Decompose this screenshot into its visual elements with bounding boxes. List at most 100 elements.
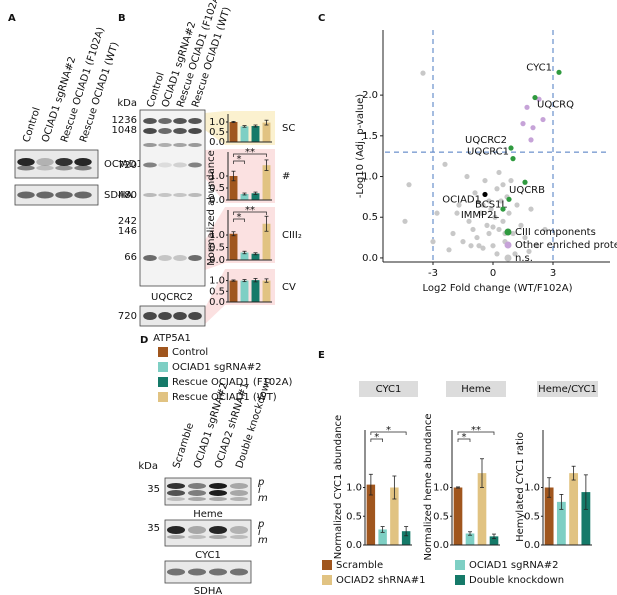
band	[36, 158, 54, 166]
point	[442, 161, 448, 167]
point	[500, 218, 506, 224]
chart-label: SC	[282, 123, 295, 134]
significance-label: *	[237, 212, 242, 223]
band	[143, 143, 157, 147]
significance-bracket	[233, 218, 245, 222]
band	[158, 128, 172, 134]
point	[494, 251, 500, 257]
point	[434, 210, 440, 216]
point	[490, 224, 496, 230]
significance-bracket	[457, 438, 471, 442]
band	[17, 165, 35, 171]
panel-letter: A	[8, 13, 16, 24]
marker-label: 1236	[112, 115, 137, 126]
title-box	[359, 381, 418, 397]
isoform-label: p	[257, 477, 264, 488]
y-tick-label: 0.5	[362, 212, 378, 223]
point	[490, 243, 496, 249]
band	[187, 490, 207, 496]
panel-letter: B	[118, 13, 126, 24]
point	[522, 179, 528, 185]
chart-label: CV	[282, 282, 296, 293]
point	[532, 94, 538, 101]
kda-label: kDa	[117, 98, 137, 109]
point	[486, 198, 492, 204]
point	[472, 190, 478, 196]
point	[524, 104, 530, 110]
band	[55, 191, 73, 199]
band	[187, 483, 207, 489]
legend-swatch	[322, 560, 332, 570]
point	[536, 96, 542, 102]
significance-label: *	[386, 425, 391, 436]
point-label: IMMP2L	[461, 210, 500, 221]
bar	[262, 122, 271, 142]
title-box	[537, 381, 598, 397]
bar	[240, 126, 249, 142]
band	[36, 165, 54, 171]
significance-label: **	[471, 425, 481, 436]
point	[556, 69, 562, 75]
x-tick-label: -3	[428, 268, 438, 279]
bar	[251, 253, 260, 260]
point	[494, 186, 500, 192]
point	[528, 206, 534, 212]
significance-label: *	[462, 432, 467, 443]
bar	[465, 533, 475, 545]
y-tick-label: 0.5	[209, 286, 225, 297]
point	[496, 226, 502, 233]
point-label: BCS1L	[475, 199, 507, 210]
y-tick-label: 0.5	[433, 511, 449, 522]
band	[208, 497, 228, 501]
band	[229, 490, 249, 496]
legend-label: OCIAD2 shRNA#1	[336, 575, 425, 586]
point	[522, 234, 528, 241]
y-tick-label: 1.0	[524, 483, 540, 494]
band	[173, 143, 187, 147]
point-label: UQCRB	[509, 185, 545, 196]
point	[508, 177, 514, 184]
significance-label: *	[374, 432, 379, 443]
panel-letter: E	[318, 350, 325, 361]
significance-label: **	[245, 147, 255, 158]
bar	[262, 223, 271, 260]
band	[55, 165, 73, 171]
point	[406, 182, 412, 188]
panel-letter: D	[140, 335, 148, 346]
legend-swatch	[158, 347, 168, 357]
band	[173, 312, 187, 320]
marker-label: 146	[118, 226, 137, 237]
y-tick-label: 1.0	[433, 483, 449, 494]
point	[492, 214, 498, 220]
legend-label: OCIAD1 sgRNA#2	[172, 362, 261, 373]
blot-label: Heme	[193, 509, 223, 520]
band	[166, 490, 186, 496]
legend-swatch	[455, 575, 465, 585]
y-axis-label: Normalized CYC1 abundance	[333, 415, 344, 559]
band	[173, 118, 187, 124]
band	[143, 162, 157, 168]
y-axis-label: Hemylated CYC1 ratio	[515, 432, 526, 542]
legend-label: n.s.	[515, 253, 533, 264]
legend-label: Control	[172, 347, 208, 358]
legend-label: Other enriched proteins	[515, 240, 617, 251]
significance-bracket	[370, 438, 383, 442]
legend-label: Scramble	[336, 560, 383, 571]
legend-marker	[504, 228, 512, 236]
marker-label: 66	[124, 252, 137, 263]
y-axis-label: Normalized heme abundance	[423, 413, 434, 560]
chart-title: CYC1	[376, 384, 402, 395]
point	[526, 248, 532, 255]
band	[158, 118, 172, 124]
blot	[139, 305, 206, 327]
point	[508, 145, 514, 151]
isoform-label: m	[258, 535, 268, 546]
point	[500, 182, 506, 188]
blot-label: SDHA	[194, 586, 223, 595]
y-tick-label: 0.0	[524, 540, 540, 551]
band	[166, 497, 186, 501]
bar	[240, 280, 249, 302]
bar	[251, 193, 260, 200]
bar	[229, 233, 238, 260]
point	[512, 251, 518, 257]
